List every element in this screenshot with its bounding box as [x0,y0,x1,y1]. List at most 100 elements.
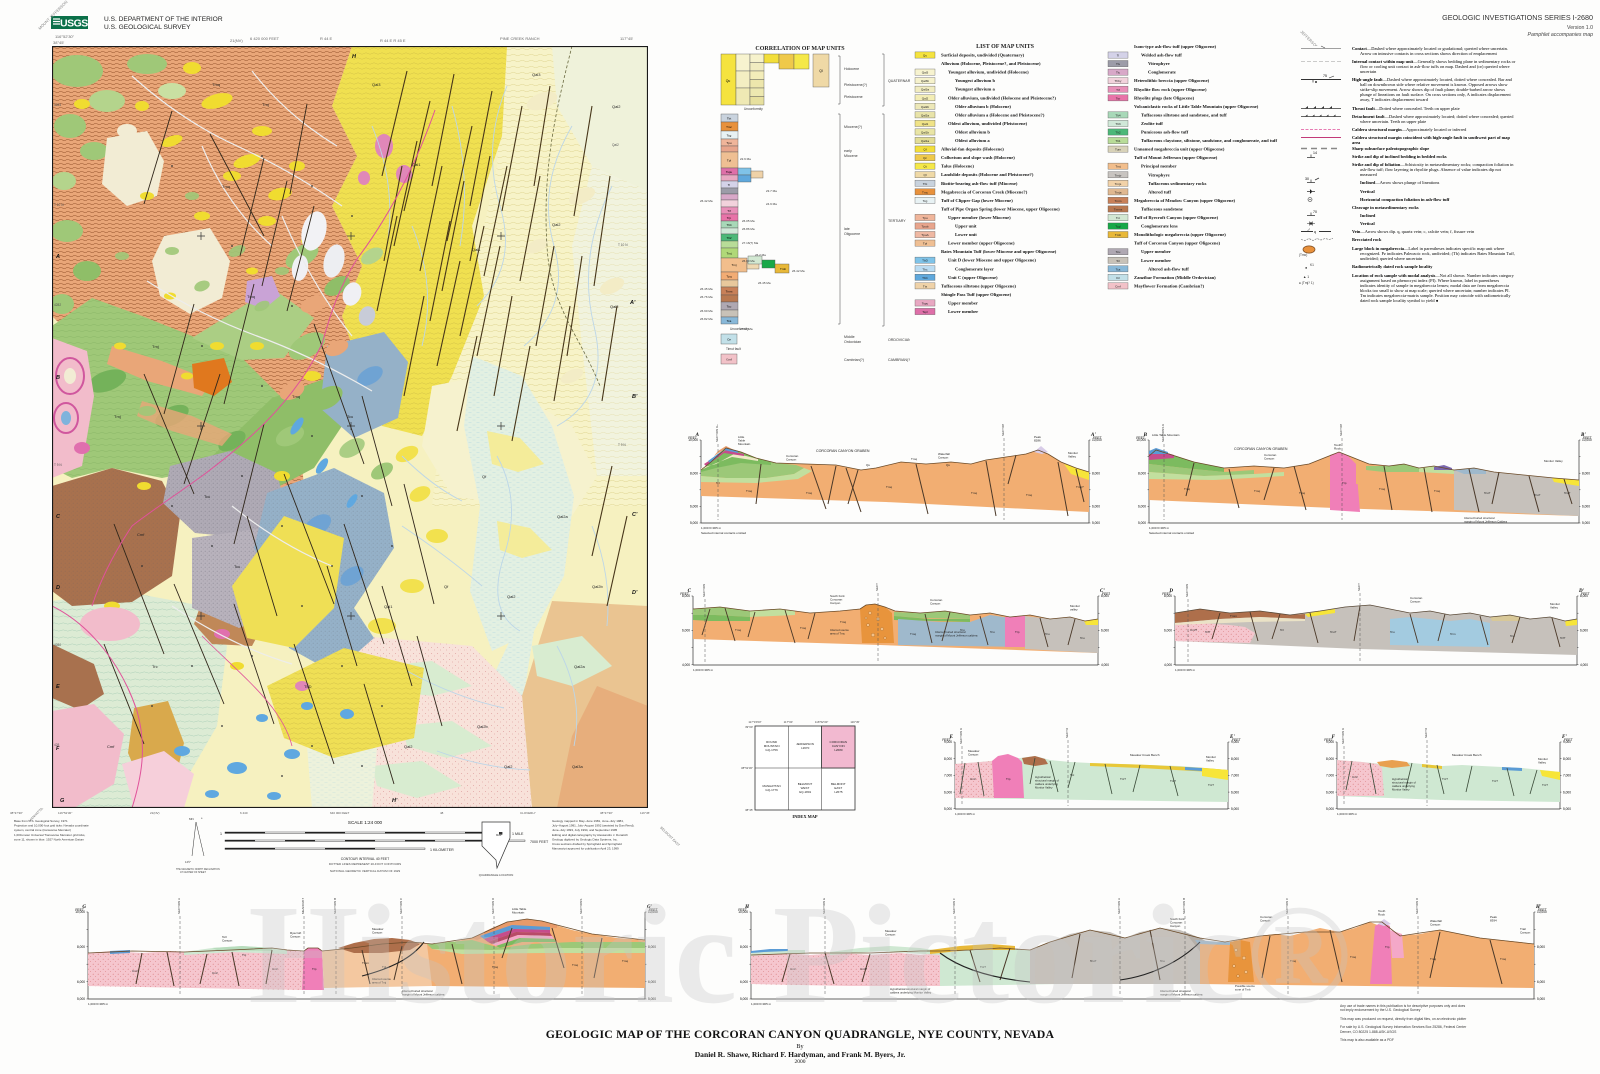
svg-text:where uncertain. Teeth on upp: where uncertain. Teeth on upper plate [1360,119,1426,124]
svg-text:H': H' [1535,905,1542,910]
svg-text:Inclined—Arrow shows plunge of: Inclined—Arrow shows plunge of lineation… [1360,180,1440,185]
svg-text:26.90 Ma: 26.90 Ma [700,309,713,313]
svg-text:dated rock sample locality sym: dated rock sample locality symbol to yie… [1360,298,1439,303]
svg-text:Tmq: Tmq [840,620,846,624]
svg-text:Youngest alluvium b: Youngest alluvium b [955,78,996,83]
svg-text:Tuffaceous claystone, siltston: Tuffaceous claystone, siltstone, sandsto… [1141,138,1277,143]
svg-text:Qal2: Qal2 [922,96,929,100]
svg-text:5,000: 5,000 [1537,997,1545,1001]
svg-text:Corcoran: Corcoran [1260,915,1273,919]
svg-text:Strike and dip of foliation—Sc: Strike and dip of foliation—Schistosity … [1352,162,1514,167]
svg-text:Tuffaceous sedimentary rocks: Tuffaceous sedimentary rocks [1148,181,1207,186]
svg-text:Tmm: Tmm [726,289,733,293]
svg-text:Trc: Trc [152,664,158,669]
svg-text:GQ-1801: GQ-1801 [799,790,812,794]
svg-text:Qal2b: Qal2b [921,105,930,109]
svg-text:21(NV): 21(NV) [150,811,160,815]
svg-text:Trp: Trp [312,967,317,971]
svg-text:8,000: 8,000 [1582,471,1590,475]
svg-text:Bates Mountain Tuff (lower Mio: Bates Mountain Tuff (lower Miocene and u… [941,249,1057,254]
svg-text:Ti: Ti [1117,54,1120,58]
svg-text:indicates identity of sample i: indicates identity of sample in megabrec… [1360,283,1509,288]
svg-text:48: 48 [440,811,444,815]
svg-text:Geology digitized by Geologic: Geology digitized by Geologic Data Syste… [552,837,618,841]
svg-text:SECTION H–H': SECTION H–H' [1065,728,1069,738]
svg-text:Tmq: Tmq [1430,957,1436,961]
svg-text:Rhyolite plugs (late Oligocene: Rhyolite plugs (late Oligocene) [1134,95,1195,100]
svg-text:Tmq: Tmq [212,82,220,87]
svg-text:Large block in megabreccia—Lab: Large block in megabreccia—Label in pare… [1352,246,1504,251]
svg-text:Qu: Qu [923,54,927,58]
svg-text:margin of Mount Jefferson cald: margin of Mount Jefferson caldera [1160,993,1203,997]
svg-text:Middle: Middle [844,335,855,339]
svg-text:8,000: 8,000 [648,945,656,949]
svg-text:6,000: 6,000 [1138,505,1146,509]
svg-text:Colluvium and slope wash (Holo: Colluvium and slope wash (Holocene) [941,155,1015,160]
svg-text:Biotite-bearing ash-flow tuff: Biotite-bearing ash-flow tuff (Miocene) [941,181,1018,186]
svg-text:zone of Tmb: zone of Tmb [1235,988,1251,992]
svg-text:Tmq: Tmq [1254,489,1260,493]
svg-text:8,000: 8,000 [1537,945,1545,949]
svg-text:Tmq: Tmq [292,394,300,399]
svg-text:Inferred buried structural: Inferred buried structural [1464,516,1495,520]
svg-text:blocks too small to show at ma: blocks too small to show at map scale; q… [1360,288,1510,293]
svg-text:Corcoran: Corcoran [830,598,843,602]
svg-text:Qal1a: Qal1a [921,139,930,143]
svg-text:Tcu: Tcu [1045,632,1050,636]
svg-text:caldera underlying: caldera underlying [1035,782,1058,786]
svg-text:Conglomerate: Conglomerate [1148,70,1176,75]
svg-text:8394: 8394 [1490,919,1497,923]
svg-text:SECTION H–H': SECTION H–H' [875,583,879,591]
svg-text:I-2680: I-2680 [834,748,843,752]
svg-text:Tspu: Tspu [922,301,929,305]
svg-text:A': A' [1090,433,1096,438]
svg-text:Tcl: Tcl [1116,259,1120,263]
svg-text:38°45': 38°45' [53,40,64,45]
svg-text:Trc?: Trc? [980,965,986,969]
svg-text:26.86 Ma: 26.86 Ma [742,227,755,231]
svg-text:Oldest alluvium, undivided (Pl: Oldest alluvium, undivided (Pleistocene) [948,121,1028,126]
svg-text:Qal3a: Qal3a [921,88,930,92]
svg-text:Tts: Tts [923,284,928,288]
svg-text:caldera underlying Monitor Val: caldera underlying Monitor Valley [890,991,932,995]
svg-text:6,000: 6,000 [740,980,748,984]
svg-text:Unconformity: Unconformity [744,107,763,111]
svg-text:39°00': 39°00' [745,725,753,729]
svg-text:SECTION H–H': SECTION H–H' [1001,424,1005,436]
svg-text:Qal2: Qal2 [610,304,619,309]
svg-text:Qal1: Qal1 [922,122,929,126]
svg-text:Qal2: Qal2 [507,594,516,599]
svg-text:Qal1: Qal1 [472,247,481,252]
svg-text:SECTION D–D': SECTION D–D' [491,898,495,914]
svg-text:Tuffaceous sandstone: Tuffaceous sandstone [1141,206,1183,211]
svg-text:TbD: TbD [922,259,929,263]
svg-text:q: q [1314,230,1316,234]
svg-text:flow or cooling unit contact i: flow or cooling unit contact in ash-flow… [1360,64,1510,69]
svg-text:Tcu?: Tcu? [1330,630,1337,634]
svg-text:Megabreccia of Corcoran Creek: Megabreccia of Corcoran Creek (Miocene?) [941,189,1028,194]
svg-text:116°45': 116°45' [640,811,650,815]
svg-text:undivided; queried where uncer: undivided; queried where uncertain [1360,256,1423,261]
svg-text:Trf: Trf [727,209,731,213]
svg-text:TbC: TbC [922,276,929,280]
svg-text:Tlt1: Tlt1 [1115,139,1120,143]
svg-text:6,000: 6,000 [1231,790,1239,794]
svg-text:Waterfall: Waterfall [938,452,950,456]
svg-text:6,000: 6,000 [690,505,698,509]
svg-text:26.45 Ma: 26.45 Ma [700,287,713,291]
svg-text:F: F [1332,735,1336,740]
svg-text:E: E [949,735,954,740]
svg-text:Corcoran: Corcoran [1170,921,1183,925]
svg-text:8,000: 8,000 [1092,471,1100,475]
svg-text:Canyon: Canyon [938,456,949,460]
svg-text:Unconformity: Unconformity [730,327,749,331]
svg-text:Trc?: Trc? [1120,777,1126,781]
svg-text:GQ-1756: GQ-1756 [765,748,778,752]
svg-text:FEET: FEET [942,738,951,742]
svg-text:117°15'00": 117°15'00" [748,720,761,724]
svg-text:Tmq: Tmq [1290,959,1296,963]
svg-text:T 10 N: T 10 N [54,203,64,207]
svg-text:Little Table: Little Table [512,907,527,911]
svg-text:Trc?: Trc? [1492,779,1498,783]
svg-text:Corcoran: Corcoran [1264,453,1277,457]
